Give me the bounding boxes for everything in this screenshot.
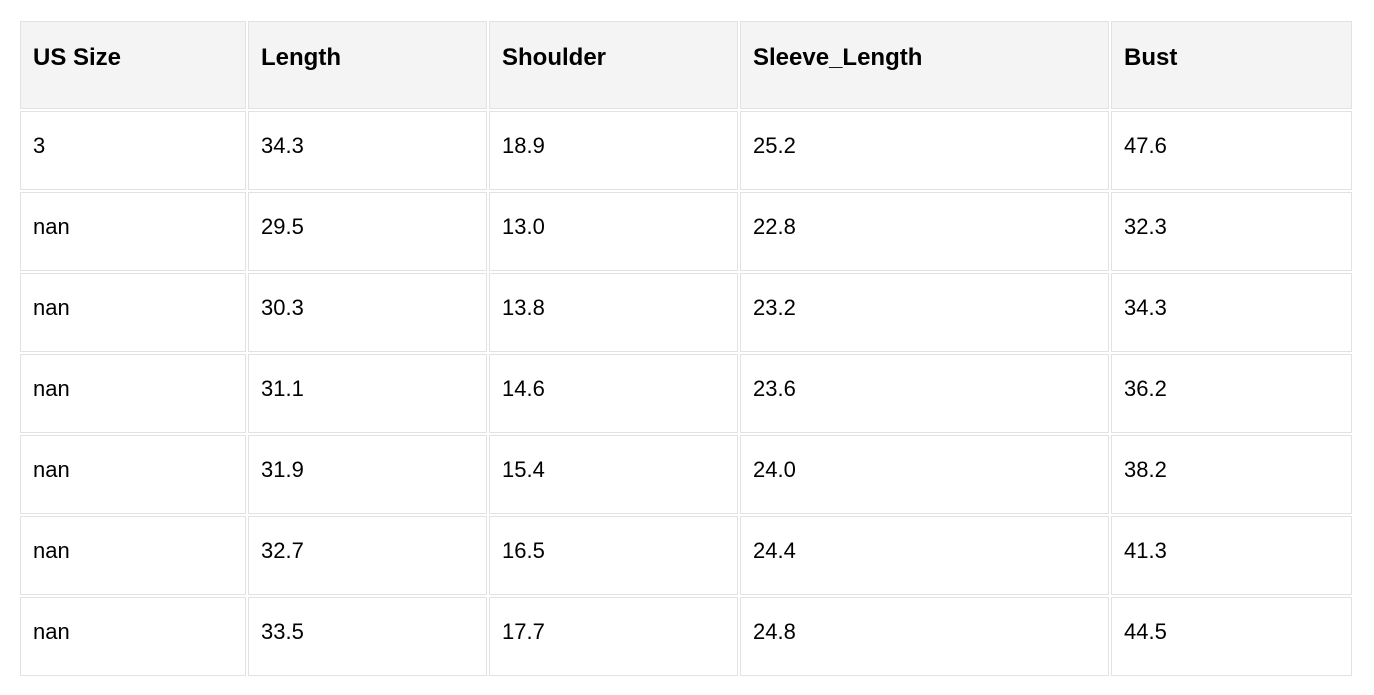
table-cell: 47.6 [1111, 111, 1352, 190]
table-cell: 16.5 [489, 516, 738, 595]
table-cell: nan [20, 597, 246, 676]
table-cell: 13.0 [489, 192, 738, 271]
table-cell: 25.2 [740, 111, 1109, 190]
table-row: nan 33.5 17.7 24.8 44.5 [20, 597, 1352, 676]
table-row: nan 30.3 13.8 23.2 34.3 [20, 273, 1352, 352]
table-cell: 22.8 [740, 192, 1109, 271]
table-cell: nan [20, 516, 246, 595]
table-row: 3 34.3 18.9 25.2 47.6 [20, 111, 1352, 190]
header-row: US Size Length Shoulder Sleeve_Length Bu… [20, 21, 1352, 109]
table-cell: 34.3 [1111, 273, 1352, 352]
table-cell: 18.9 [489, 111, 738, 190]
table-cell: 3 [20, 111, 246, 190]
header-cell-us-size: US Size [20, 21, 246, 109]
table-cell: nan [20, 273, 246, 352]
table-cell: 23.6 [740, 354, 1109, 433]
header-cell-sleeve-length: Sleeve_Length [740, 21, 1109, 109]
table-cell: nan [20, 435, 246, 514]
table-cell: 33.5 [248, 597, 487, 676]
table-cell: 17.7 [489, 597, 738, 676]
table-cell: nan [20, 192, 246, 271]
table-cell: 31.9 [248, 435, 487, 514]
table-row: nan 31.9 15.4 24.0 38.2 [20, 435, 1352, 514]
table-cell: 32.7 [248, 516, 487, 595]
table-cell: 14.6 [489, 354, 738, 433]
table-cell: 34.3 [248, 111, 487, 190]
table-cell: 41.3 [1111, 516, 1352, 595]
table-cell: 36.2 [1111, 354, 1352, 433]
table-cell: 32.3 [1111, 192, 1352, 271]
table-row: nan 32.7 16.5 24.4 41.3 [20, 516, 1352, 595]
header-cell-bust: Bust [1111, 21, 1352, 109]
table-cell: 38.2 [1111, 435, 1352, 514]
table-row: nan 31.1 14.6 23.6 36.2 [20, 354, 1352, 433]
size-chart-table: US Size Length Shoulder Sleeve_Length Bu… [18, 19, 1354, 678]
table-cell: 24.4 [740, 516, 1109, 595]
table-cell: 24.0 [740, 435, 1109, 514]
table-row: nan 29.5 13.0 22.8 32.3 [20, 192, 1352, 271]
table-cell: nan [20, 354, 246, 433]
table-cell: 44.5 [1111, 597, 1352, 676]
table-cell: 24.8 [740, 597, 1109, 676]
table-cell: 13.8 [489, 273, 738, 352]
table-cell: 23.2 [740, 273, 1109, 352]
table-cell: 31.1 [248, 354, 487, 433]
table-cell: 29.5 [248, 192, 487, 271]
table-cell: 30.3 [248, 273, 487, 352]
table-cell: 15.4 [489, 435, 738, 514]
header-cell-shoulder: Shoulder [489, 21, 738, 109]
header-cell-length: Length [248, 21, 487, 109]
